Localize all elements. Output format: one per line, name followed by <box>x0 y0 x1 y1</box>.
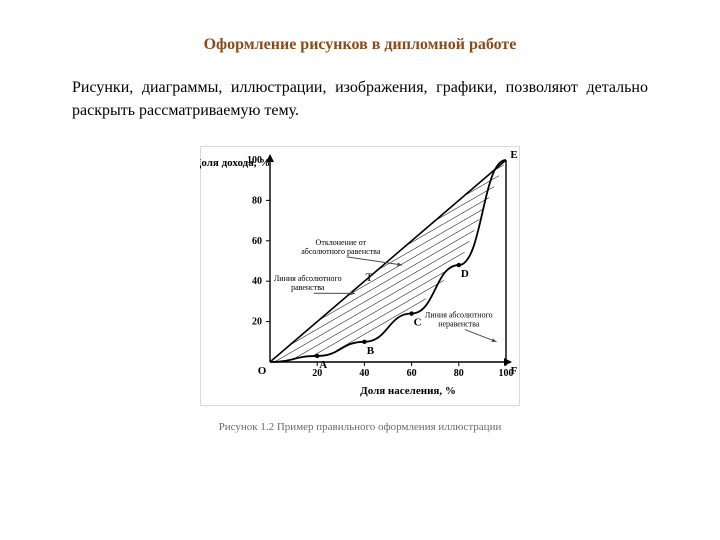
chart-container: 2040608010020406080100Доля дохода, %Доля… <box>200 146 520 411</box>
svg-text:80: 80 <box>454 368 464 379</box>
svg-text:равенства: равенства <box>291 284 325 293</box>
svg-text:Линия абсолютного: Линия абсолютного <box>425 311 493 320</box>
figure-caption: Рисунок 1.2 Пример правильного оформлени… <box>219 421 502 433</box>
body-paragraph: Рисунки, диаграммы, иллюстрации, изображ… <box>72 76 648 122</box>
svg-text:T: T <box>365 271 373 285</box>
svg-text:абсолютного равенства: абсолютного равенства <box>301 247 381 256</box>
svg-text:F: F <box>511 365 518 377</box>
svg-text:60: 60 <box>252 236 262 247</box>
svg-text:80: 80 <box>252 196 262 207</box>
svg-text:Линия абсолютного: Линия абсолютного <box>274 275 342 284</box>
svg-text:D: D <box>461 268 469 280</box>
svg-text:Доля населения, %: Доля населения, % <box>360 385 456 397</box>
page: Оформление рисунков в дипломной работе Р… <box>0 0 720 540</box>
figure: 2040608010020406080100Доля дохода, %Доля… <box>72 146 648 433</box>
svg-text:Отклонение от: Отклонение от <box>316 238 367 247</box>
svg-text:20: 20 <box>252 317 262 328</box>
svg-text:неравенства: неравенства <box>438 320 480 329</box>
svg-text:E: E <box>510 149 517 161</box>
lorenz-chart: 2040608010020406080100Доля дохода, %Доля… <box>200 146 520 406</box>
svg-text:O: O <box>258 365 267 377</box>
svg-text:B: B <box>367 345 375 357</box>
svg-text:40: 40 <box>359 368 369 379</box>
svg-text:60: 60 <box>407 368 417 379</box>
page-title: Оформление рисунков в дипломной работе <box>72 36 648 54</box>
svg-text:C: C <box>414 317 422 329</box>
svg-text:40: 40 <box>252 277 262 288</box>
svg-text:A: A <box>319 359 327 371</box>
svg-text:Доля дохода, %: Доля дохода, % <box>200 157 270 169</box>
